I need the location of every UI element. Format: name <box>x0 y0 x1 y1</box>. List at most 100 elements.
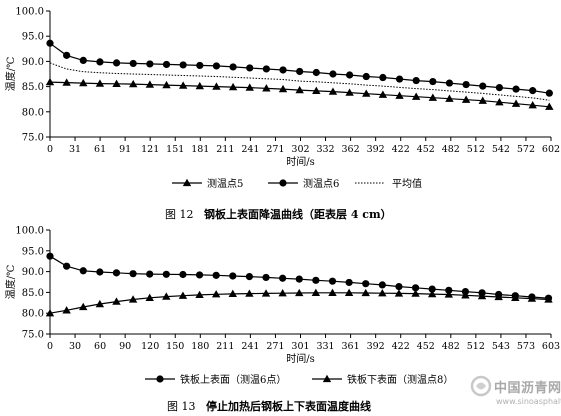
chart1-legend-1-label: 测温点5 <box>207 177 243 190</box>
chart1-x-tick-label: 602 <box>542 144 560 155</box>
chart1-series-2-point <box>246 64 254 72</box>
chart1-series-1-point <box>378 90 388 98</box>
chart2-series-1-point <box>411 284 420 292</box>
chart1-series-2-point <box>112 59 121 67</box>
chart1-series-1-point <box>545 102 554 110</box>
chart2-legend-1-label: 铁板上表面（测温6点） <box>180 373 286 386</box>
chart1-series-2-point <box>279 66 287 74</box>
chart2-series-2-point <box>62 306 71 314</box>
chart1-x-tick-label: 332 <box>316 144 334 155</box>
chart2-series-2-point <box>295 288 304 297</box>
chart2-series-2-point <box>178 291 188 299</box>
chart1-series-2-point <box>129 59 137 68</box>
chart2-x-tick-label: 90 <box>119 341 131 352</box>
chart2-series-1-point <box>428 285 436 293</box>
chart2-x-tick-label: 271 <box>266 341 284 352</box>
chart1-legend-2-label: 测温点6 <box>303 177 339 190</box>
chart1-x-tick-label: 482 <box>442 144 460 155</box>
chart1-legend-2-marker <box>279 179 287 187</box>
chart2-x-tick-label: 482 <box>442 341 460 352</box>
chart2-y-tick-label: 75.0 <box>22 330 44 341</box>
chart1-legend-1-marker <box>182 178 192 187</box>
chart2-series-2-point <box>245 289 254 297</box>
chart1-series-1-point <box>129 79 138 88</box>
chart1-series-2-point <box>445 79 454 87</box>
chart1-series-2-point <box>196 61 204 70</box>
chart1-series-1-point <box>112 79 121 87</box>
chart2-series-1-point <box>79 267 87 275</box>
chart1-series-1-point <box>345 88 354 96</box>
chart2-x-tick-label: 30 <box>69 341 81 352</box>
chart2-series-2-point <box>228 289 237 298</box>
chart1-series-2-point <box>479 82 487 90</box>
chart1-series-1-point <box>528 101 537 109</box>
watermark-text: 中国沥青网 <box>494 381 561 396</box>
chart2-series-1-point <box>245 272 254 281</box>
chart2-x-tick-label: 211 <box>216 341 234 352</box>
chart2-legend-2-marker <box>322 374 332 383</box>
chart1-series-2-point <box>529 87 537 95</box>
chart2-series-2-point <box>145 293 154 301</box>
chart2-series-1-point <box>362 280 370 288</box>
chart2-series-1-point <box>395 282 403 291</box>
chart1-series-1-point <box>178 81 188 89</box>
chart2-series-2-point <box>344 288 354 296</box>
chart1-x-tick-label: 422 <box>392 144 410 155</box>
chart2-x-tick-label: 543 <box>492 341 510 352</box>
chart2-series-1-point <box>146 270 154 278</box>
chart1-series-1-point <box>395 91 404 99</box>
chart2-x-tick-label: 331 <box>316 341 334 352</box>
chart2-x-tick-label: 180 <box>191 341 209 352</box>
chart2-series-1-point <box>112 269 121 277</box>
chart2-series-2-point <box>477 291 487 300</box>
chart2-series-2-point <box>128 295 138 303</box>
chart1-x-tick-label: 362 <box>342 144 360 155</box>
chart1-series-1-point <box>245 83 254 91</box>
chart1-series-1-point <box>262 84 271 92</box>
chart1-x-axis-label: 时间/s <box>286 155 315 168</box>
chart2-x-tick-label: 60 <box>94 341 106 352</box>
figure-12-title: 钢板上表面降温曲线（距表层 4 cm） <box>204 208 392 221</box>
chart1-series-1-point <box>162 80 171 89</box>
chart1-series-2-point <box>296 67 304 76</box>
chart1-x-tick-label: 211 <box>216 144 234 155</box>
chart1-series-2-point <box>46 39 54 47</box>
chart1-series-1-point <box>495 98 504 106</box>
chart1-series-1-point <box>45 77 55 86</box>
chart1-x-tick-label: 91 <box>119 144 131 155</box>
chart1-series-1-point <box>212 82 221 90</box>
chart2-series-2-point <box>527 294 537 302</box>
chart1-y-tick-label: 85.0 <box>22 82 44 93</box>
chart1-series-1-point <box>278 84 288 93</box>
chart2-legend-2-label: 铁板下表面（测温点8） <box>347 373 453 386</box>
figure-13-label: 图 13 <box>167 400 196 413</box>
chart2-series-1-point <box>345 278 353 287</box>
chart2-series-2-point <box>378 289 387 297</box>
watermark-logo-icon <box>470 375 492 397</box>
chart1-x-tick-label: 452 <box>417 144 435 155</box>
chart2-series-1-point <box>162 270 170 278</box>
chart1-series-1-point <box>79 78 88 87</box>
chart2-legend-1-marker <box>156 375 164 383</box>
chart2-series-2-point <box>427 289 437 298</box>
chart1-series-3-line <box>49 62 550 101</box>
figure-13-caption: 图 13 停止加热后钢板上下表面温度曲线 <box>167 398 371 414</box>
chart1-series-1-point <box>428 93 438 101</box>
chart1-x-tick-label: 241 <box>241 144 259 155</box>
chart1-series-2-point <box>329 70 337 78</box>
chart1-series-2-point <box>96 58 104 66</box>
chart2-x-tick-label: 422 <box>392 341 410 352</box>
chart1-x-tick-label: 61 <box>94 144 106 155</box>
chart2-series-1-point <box>279 274 287 282</box>
chart2-y-tick-label: 90.0 <box>22 267 44 278</box>
chart2-series-2-point <box>195 290 204 299</box>
chart2-y-tick-label: 80.0 <box>22 309 44 320</box>
chart1-series-2-point <box>346 71 354 79</box>
chart2-series-2-point <box>411 289 420 297</box>
chart2-x-tick-label: 452 <box>417 341 435 352</box>
chart1-series-2-point <box>63 51 71 59</box>
chart2-x-tick-label: 392 <box>367 341 385 352</box>
chart1-series-2-point <box>545 89 553 97</box>
chart1-series-2-point <box>462 80 470 89</box>
figure-12-caption: 图 12 钢板上表面降温曲线（距表层 4 cm） <box>165 206 392 222</box>
